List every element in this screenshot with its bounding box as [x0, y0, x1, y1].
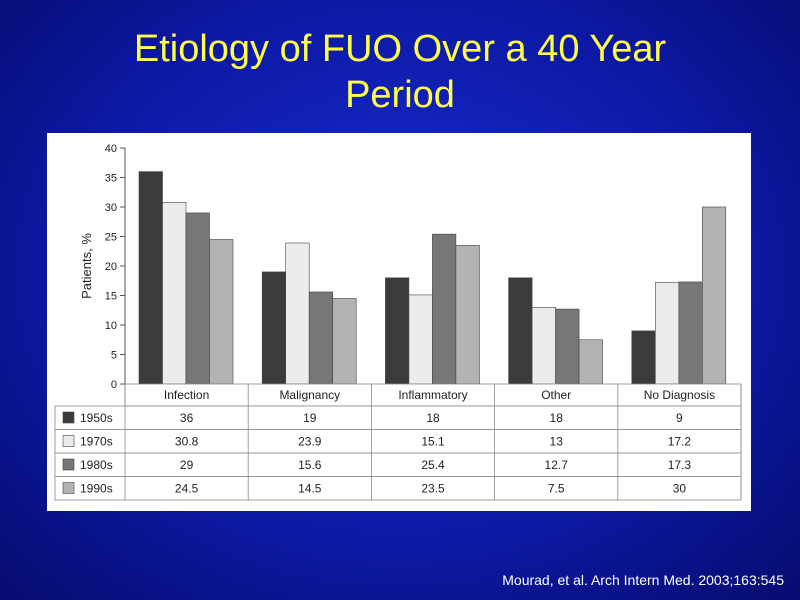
y-axis-label: Patients, %	[79, 233, 94, 299]
table-cell: 15.1	[421, 435, 445, 449]
table-cell: 18	[426, 411, 440, 425]
bar-1950s-malignancy	[261, 271, 286, 385]
bar-1950s-infection	[138, 171, 163, 385]
bar-1980s-infection	[185, 212, 210, 385]
bar-1970s-infection	[162, 201, 187, 385]
legend-swatch-1950s	[62, 411, 75, 424]
bar-1990s-infection	[209, 239, 234, 385]
category-label: Other	[541, 388, 571, 402]
y-tick-label: 0	[111, 379, 117, 391]
y-tick-label: 30	[105, 202, 117, 214]
citation: Mourad, et al. Arch Intern Med. 2003;163…	[502, 572, 784, 588]
bar-1980s-no-diagnosis	[678, 281, 703, 385]
table-cell: 17.2	[668, 435, 692, 449]
bar-chart: 0 5 10 15 20 25 30 35 40 Patients, % Infection Mali…	[54, 143, 742, 501]
bar-1980s-other	[555, 308, 580, 385]
table-cell: 30.8	[175, 435, 199, 449]
table-cell: 12.7	[545, 458, 569, 472]
bar-1950s-inflammatory	[385, 277, 410, 385]
legend-swatch-1990s	[62, 482, 75, 494]
table-cell: 29	[180, 458, 194, 472]
table-cell: 36	[180, 411, 194, 425]
legend-label-1980s: 1980s	[80, 458, 113, 472]
table-cell: 19	[303, 411, 317, 425]
y-tick-label: 10	[105, 320, 117, 332]
legend-swatch-1980s	[62, 458, 75, 471]
bar-1980s-malignancy	[308, 291, 334, 385]
table-row	[54, 429, 742, 454]
category-label: Infection	[164, 388, 209, 402]
slide-title-line-2: Period	[345, 74, 455, 116]
table-cell: 7.5	[548, 482, 565, 496]
bar-1990s-no-diagnosis	[701, 206, 727, 385]
bar-1970s-inflammatory	[408, 294, 433, 385]
legend-label-1970s: 1970s	[80, 435, 113, 449]
y-tick-label: 20	[105, 261, 117, 273]
table-cell: 25.4	[421, 458, 445, 472]
category-label: Malignancy	[279, 388, 340, 402]
y-tick-label: 35	[105, 173, 117, 185]
bar-1970s-other	[531, 307, 556, 385]
bar-1970s-malignancy	[285, 242, 310, 385]
table-cell: 17.3	[668, 458, 692, 472]
slide-title-line-1: Etiology of FUO Over a 40 Year	[133, 28, 667, 70]
y-tick-label: 40	[105, 143, 117, 155]
slide-title: Etiology of FUO Over a 40 Year Period	[0, 26, 800, 118]
table-row	[54, 405, 742, 430]
table-row	[54, 476, 742, 501]
table-cell: 14.5	[298, 482, 322, 496]
table-cell: 23.5	[421, 482, 445, 496]
category-label: No Diagnosis	[644, 388, 715, 402]
table-cell: 18	[550, 411, 564, 425]
table-cell: 30	[673, 482, 687, 496]
bar-1970s-no-diagnosis	[654, 282, 680, 385]
legend-label-1950s: 1950s	[80, 411, 113, 425]
bar-1950s-no-diagnosis	[631, 330, 656, 385]
bar-1980s-inflammatory	[432, 233, 457, 385]
bar-1990s-inflammatory	[455, 245, 480, 385]
y-tick-label: 15	[105, 291, 117, 303]
chart-panel: 0 5 10 15 20 25 30 35 40 Patients, % Infection Mali…	[47, 133, 751, 511]
legend-swatch-1970s	[62, 435, 75, 447]
table-cell: 9	[676, 411, 683, 425]
bar-1950s-other	[508, 277, 533, 385]
category-label: Inflammatory	[398, 388, 467, 402]
table-row	[54, 452, 742, 477]
legend-label-1990s: 1990s	[80, 482, 113, 496]
y-tick-label: 25	[105, 232, 117, 244]
bar-1990s-malignancy	[332, 298, 357, 385]
table-cell: 13	[550, 435, 564, 449]
bar-1990s-other	[578, 339, 603, 385]
y-tick-label: 5	[111, 350, 117, 362]
table-cell: 23.9	[298, 435, 322, 449]
table-cell: 15.6	[298, 458, 322, 472]
table-cell: 24.5	[175, 482, 199, 496]
